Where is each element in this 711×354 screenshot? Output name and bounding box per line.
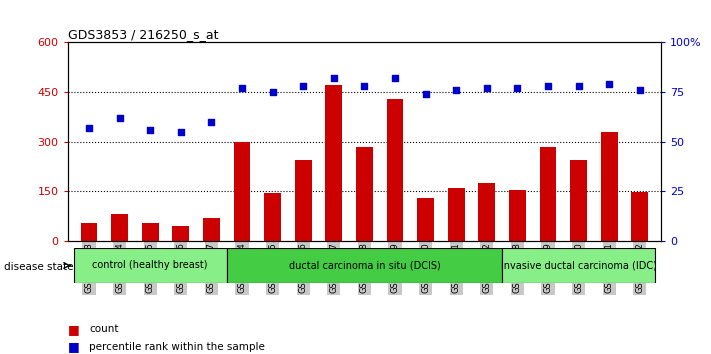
Point [297, 83, 309, 89]
Text: disease state: disease state [4, 262, 73, 272]
Bar [356, 147, 373, 241]
Point [175, 129, 186, 135]
Point [512, 85, 523, 91]
Text: count: count [89, 324, 118, 334]
Text: invasive ductal carcinoma (IDC): invasive ductal carcinoma (IDC) [501, 261, 656, 270]
Bar [74, 248, 227, 283]
Text: ■: ■ [68, 323, 80, 336]
Bar [111, 214, 128, 241]
Bar [233, 142, 250, 241]
Point [451, 87, 462, 93]
Bar [295, 160, 311, 241]
Bar [264, 193, 281, 241]
Bar [417, 198, 434, 241]
Bar [141, 223, 159, 241]
Point [358, 83, 370, 89]
Text: control (healthy breast): control (healthy breast) [92, 261, 208, 270]
Point [83, 125, 95, 131]
Bar [326, 85, 342, 241]
Point [390, 75, 401, 81]
Bar [387, 99, 403, 241]
Bar [601, 132, 618, 241]
Point [144, 127, 156, 132]
Point [205, 119, 217, 125]
Point [114, 115, 125, 121]
Bar [80, 223, 97, 241]
Bar [227, 248, 502, 283]
Text: percentile rank within the sample: percentile rank within the sample [89, 342, 264, 352]
Bar [203, 218, 220, 241]
Bar [631, 192, 648, 241]
Bar [540, 147, 557, 241]
Bar [172, 226, 189, 241]
Point [328, 75, 339, 81]
Point [542, 83, 554, 89]
Bar [502, 248, 655, 283]
Point [481, 85, 493, 91]
Bar [509, 189, 526, 241]
Point [634, 87, 646, 93]
Point [236, 85, 247, 91]
Bar [479, 183, 496, 241]
Bar [448, 188, 464, 241]
Text: GDS3853 / 216250_s_at: GDS3853 / 216250_s_at [68, 28, 218, 41]
Point [420, 91, 432, 97]
Point [604, 81, 615, 87]
Bar [570, 160, 587, 241]
Point [573, 83, 584, 89]
Point [267, 89, 278, 95]
Text: ■: ■ [68, 341, 80, 353]
Text: ductal carcinoma in situ (DCIS): ductal carcinoma in situ (DCIS) [289, 261, 440, 270]
